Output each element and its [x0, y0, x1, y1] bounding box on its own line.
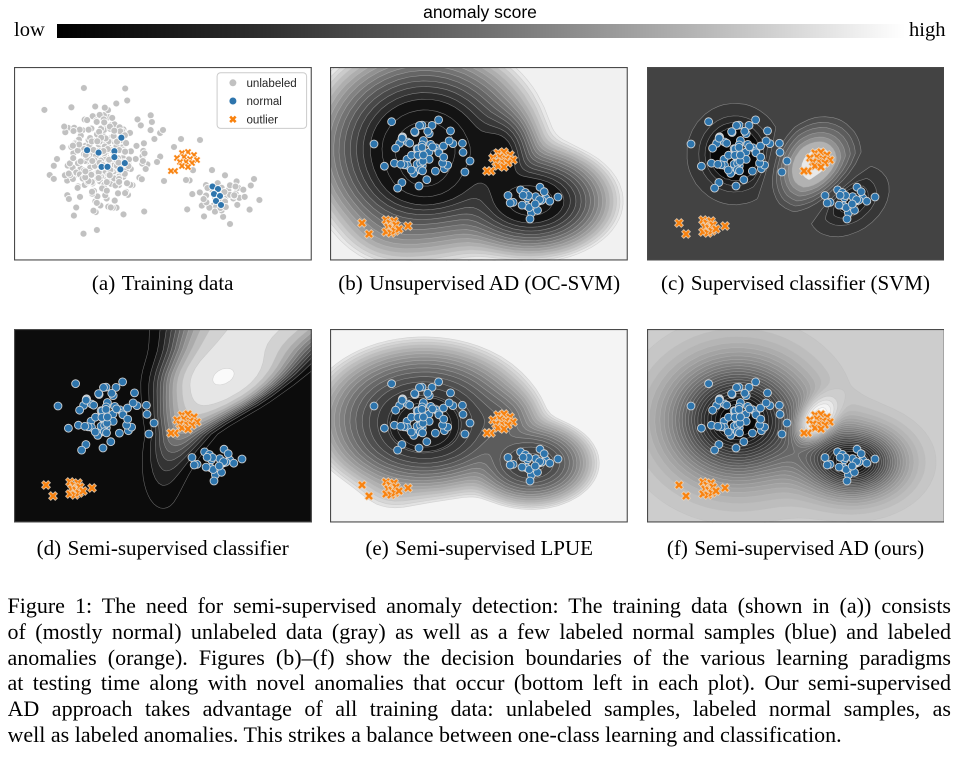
svg-text:outlier: outlier	[246, 114, 278, 126]
svg-text:normal: normal	[246, 96, 281, 108]
svg-text:unlabeled: unlabeled	[246, 78, 296, 90]
